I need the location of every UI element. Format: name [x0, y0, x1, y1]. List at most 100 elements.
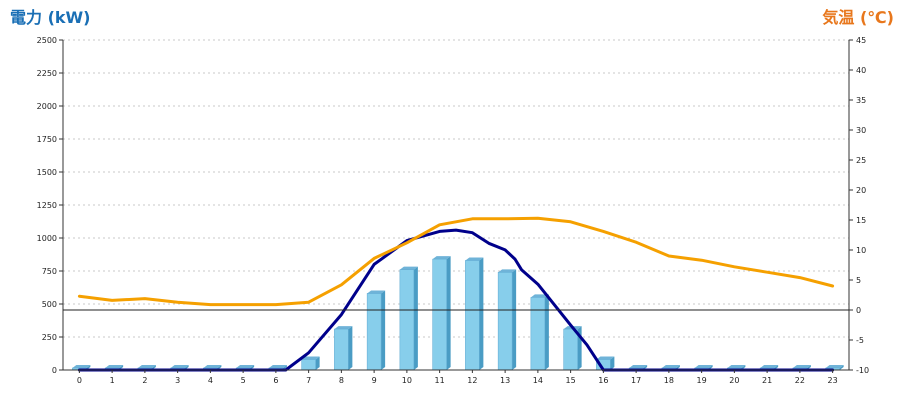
bar-side — [381, 290, 386, 370]
left-tick-label: 1250 — [37, 201, 57, 210]
bar — [301, 356, 320, 371]
bar-front — [563, 328, 578, 371]
tick-labels: 02505007501000125015001750200022502500-1… — [37, 36, 869, 385]
bar-side — [610, 356, 615, 370]
bar-top — [792, 365, 811, 368]
bar-top — [498, 269, 517, 273]
right-tick-label: 35 — [856, 96, 866, 105]
right-tick-label: -5 — [856, 336, 864, 345]
x-tick-label: 14 — [533, 376, 543, 385]
bar-top — [367, 290, 386, 294]
right-tick-label: 45 — [856, 36, 866, 45]
x-tick-label: 6 — [273, 376, 278, 385]
right-tick-label: 20 — [856, 186, 866, 195]
x-tick-label: 15 — [566, 376, 576, 385]
power-line — [77, 228, 835, 372]
right-axis-title: 気温 (℃) — [822, 8, 894, 27]
left-tick-label: 2000 — [37, 102, 57, 111]
bar — [497, 269, 517, 371]
right-tick-label: 25 — [856, 156, 866, 165]
bar-top — [727, 365, 746, 368]
temperature-line — [77, 216, 835, 307]
bar-top — [629, 365, 648, 368]
bar-front — [465, 260, 480, 371]
bar-top — [661, 365, 680, 368]
bar-front — [366, 293, 382, 371]
x-tick-label: 19 — [697, 376, 707, 385]
x-tick-label: 3 — [175, 376, 180, 385]
bar-top — [760, 365, 779, 368]
bar-top — [301, 356, 320, 360]
right-tick-label: 40 — [856, 66, 866, 75]
bar-front — [432, 258, 447, 371]
bar-top — [72, 365, 91, 368]
bar-top — [203, 365, 222, 368]
x-tick-label: 8 — [339, 376, 344, 385]
bar-front — [530, 297, 546, 371]
bar — [366, 290, 386, 371]
series-lines — [77, 216, 835, 372]
bar-top — [432, 256, 451, 260]
x-tick-label: 9 — [372, 376, 377, 385]
left-tick-label: 2250 — [37, 69, 57, 78]
power-bars — [72, 256, 844, 371]
bar-side — [512, 269, 517, 370]
bar-top — [170, 365, 189, 368]
bar-top — [137, 365, 156, 368]
bar-top — [268, 365, 287, 368]
left-tick-label: 2500 — [37, 36, 57, 45]
right-tick-label: 0 — [856, 306, 861, 315]
right-tick-label: 5 — [856, 276, 861, 285]
x-tick-label: 13 — [500, 376, 510, 385]
x-tick-label: 21 — [762, 376, 772, 385]
grid-lines — [63, 39, 849, 338]
x-tick-label: 12 — [467, 376, 477, 385]
bar — [465, 257, 484, 371]
right-tick-label: 10 — [856, 246, 866, 255]
x-tick-label: 18 — [664, 376, 674, 385]
x-tick-label: 5 — [241, 376, 246, 385]
bar-top — [465, 257, 484, 261]
x-tick-label: 0 — [77, 376, 82, 385]
bar — [399, 266, 418, 371]
bar-side — [479, 257, 484, 370]
x-tick-label: 17 — [631, 376, 641, 385]
bar-top — [236, 365, 255, 368]
bar-side — [413, 266, 418, 370]
left-axis-title: 電力 (kW) — [10, 8, 91, 27]
left-tick-label: 250 — [42, 333, 57, 342]
x-tick-label: 4 — [208, 376, 213, 385]
x-tick-label: 1 — [110, 376, 115, 385]
bar-front — [301, 359, 316, 371]
x-tick-label: 10 — [402, 376, 412, 385]
left-tick-label: 1500 — [37, 168, 57, 177]
left-tick-label: 0 — [52, 366, 57, 375]
x-tick-label: 11 — [435, 376, 445, 385]
axes — [59, 39, 853, 373]
bar-side — [446, 256, 451, 370]
bar-top — [694, 365, 713, 368]
left-tick-label: 500 — [42, 300, 57, 309]
bar — [530, 294, 549, 371]
bar — [334, 326, 353, 371]
right-tick-label: -10 — [856, 366, 869, 375]
right-tick-label: 15 — [856, 216, 866, 225]
bar-top — [334, 326, 353, 330]
left-tick-label: 750 — [42, 267, 57, 276]
x-tick-label: 22 — [795, 376, 805, 385]
bar — [432, 256, 451, 371]
left-tick-label: 1000 — [37, 234, 57, 243]
bar-top — [530, 294, 549, 298]
bar-front — [399, 269, 415, 371]
bar-top — [825, 365, 844, 368]
bar-top — [399, 266, 418, 270]
bar-side — [839, 365, 844, 370]
bar-front — [334, 328, 349, 371]
x-tick-label: 23 — [828, 376, 838, 385]
bar-top — [105, 365, 124, 368]
x-tick-label: 2 — [142, 376, 147, 385]
x-tick-label: 16 — [598, 376, 608, 385]
bar-side — [544, 294, 549, 370]
bar — [563, 326, 582, 371]
